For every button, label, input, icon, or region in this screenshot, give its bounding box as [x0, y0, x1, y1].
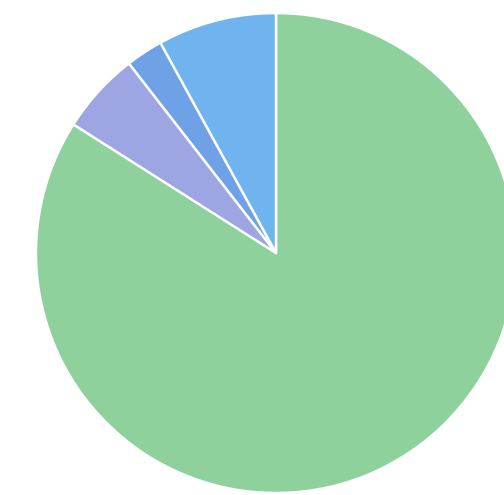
pie-slice-1	[34, 11, 504, 495]
pie-slices	[34, 11, 504, 495]
pie-slice-4	[159, 11, 278, 255]
